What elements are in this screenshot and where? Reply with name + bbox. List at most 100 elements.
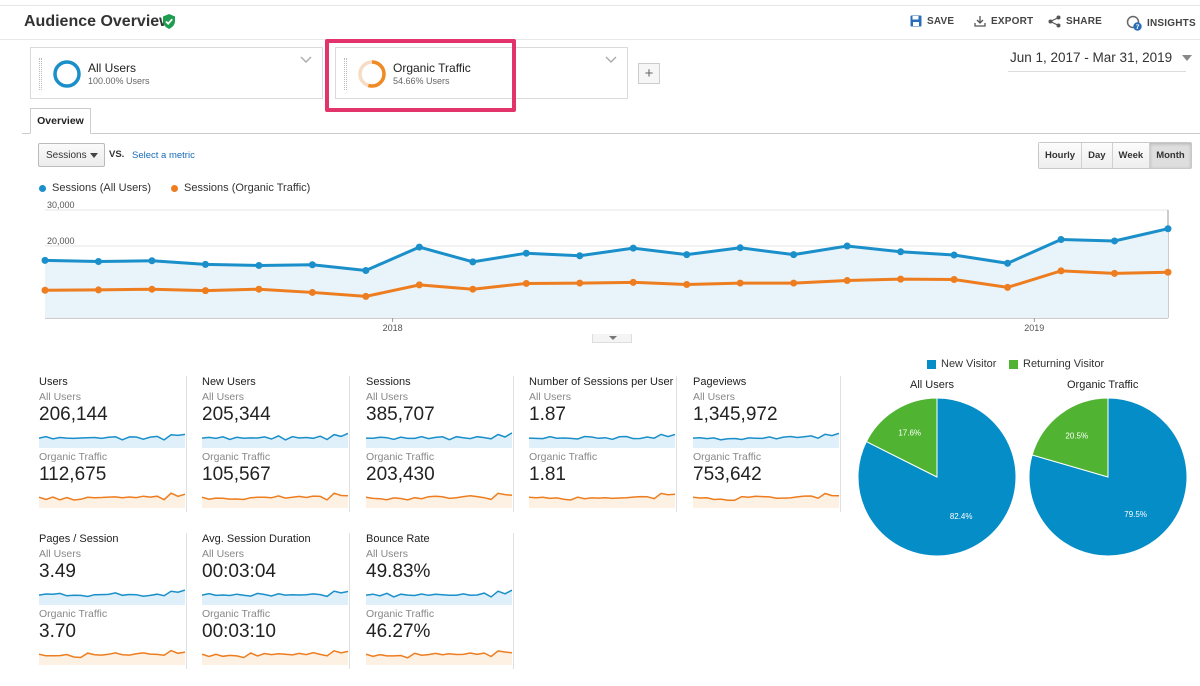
sparkline-organic [39,492,185,508]
metric-value-organic: 105,567 [202,464,271,485]
save-button[interactable]: SAVE [910,15,954,27]
sparkline-fill [39,650,185,665]
segment-label: All Users [366,391,409,403]
sparkline [202,432,348,441]
metric-value-organic: 753,642 [693,464,762,485]
drag-handle[interactable] [39,58,42,90]
metric-value-all-users: 00:03:04 [202,561,276,582]
metric-value-all-users: 3.49 [39,561,76,582]
data-point [683,281,691,289]
metric-tile[interactable]: Sessions All Users 385,707 Organic Traffic 2… [366,376,514,512]
sparkline-fill [366,650,512,665]
segment-all-users[interactable]: All Users 100.00% Users [30,47,323,99]
pie-title-organic: Organic Traffic [1067,379,1139,391]
drag-handle[interactable] [344,58,347,90]
sparkline-all-users [39,589,185,605]
segment-label: Organic Traffic [366,451,435,463]
data-point [148,285,156,293]
sparkline [39,492,185,501]
sparkline [366,589,512,598]
sparkline [39,649,185,659]
segment-label: Organic Traffic [529,451,598,463]
sparkline-all-users [366,432,512,448]
data-point [950,275,958,283]
metric-name: Number of Sessions per User [529,376,674,388]
sparkline [529,492,675,501]
granularity-day[interactable]: Day [1081,143,1112,168]
sparkline [693,432,839,441]
tab-overview[interactable]: Overview [30,108,91,134]
add-segment-button[interactable]: + [638,63,660,84]
data-point [1164,225,1172,233]
data-point [308,288,316,296]
data-point [1164,268,1172,276]
segment-label: All Users [529,391,572,403]
segment-label: Organic Traffic [39,451,108,463]
segment-label: All Users [202,548,245,560]
series-area-all-users [45,228,1168,318]
insights-button[interactable]: 7 INSIGHTS [1126,15,1196,31]
legend-item-all-users[interactable]: Sessions (All Users) [39,182,151,194]
export-label: EXPORT [991,15,1034,27]
series-line-organic [44,269,1169,298]
data-point [629,244,637,252]
data-point [415,243,423,251]
segment-label: All Users [366,548,409,560]
metric-tile[interactable]: Users All Users 206,144 Organic Traffic 112,… [39,376,187,512]
select-metric-link[interactable]: Select a metric [132,150,195,161]
metric-value-all-users: 385,707 [366,404,435,425]
segment-label: Organic Traffic [693,451,762,463]
data-point [790,251,798,259]
sparkline [202,590,348,598]
metric-tile[interactable]: Number of Sessions per User All Users 1.87… [529,376,677,512]
insights-label: INSIGHTS [1147,17,1196,29]
export-icon [974,16,986,27]
segment-organic-traffic[interactable]: Organic Traffic 54.66% Users [335,47,628,99]
data-point [41,286,49,294]
verified-check-icon [163,14,175,29]
data-point [201,287,209,295]
granularity-week[interactable]: Week [1111,143,1150,168]
date-range-underline [1008,71,1186,72]
data-point [576,252,584,260]
pie-legend-new-visitor[interactable]: New Visitor [927,358,996,370]
report-header: Audience Overview SAVE EXPORT SHARE 7 IN… [0,6,1200,40]
sparkline-all-users [202,590,348,605]
metric-select[interactable]: Sessions [38,143,105,167]
metric-value-all-users: 49.83% [366,561,431,582]
share-button[interactable]: SHARE [1048,15,1102,28]
metric-tile[interactable]: Avg. Session Duration All Users 00:03:04 Or… [202,533,350,669]
caret-down-icon [1181,55,1192,62]
metric-name: New Users [202,376,256,388]
granularity-hourly[interactable]: Hourly [1039,143,1082,168]
metric-name: Sessions [366,376,411,388]
pie-legend-returning-visitor[interactable]: Returning Visitor [1009,358,1104,370]
sparkline-fill [202,591,348,605]
sparkline-fill [202,493,348,508]
metric-tile[interactable]: Bounce Rate All Users 49.83% Organic Traffi… [366,533,514,669]
sparkline-fill [529,434,675,448]
export-button[interactable]: EXPORT [974,15,1033,27]
chevron-down-icon[interactable] [300,56,312,64]
sparkline [202,492,348,501]
legend-item-organic[interactable]: Sessions (Organic Traffic) [171,182,310,194]
data-point [41,256,49,264]
sparkline [529,433,675,441]
pie-label-returning: 17.6% [898,429,921,438]
metric-value-all-users: 205,344 [202,404,271,425]
granularity-month[interactable]: Month [1149,143,1191,168]
collapse-chart-toggle[interactable] [592,334,632,343]
sparkline-fill [366,493,512,508]
date-range-picker[interactable]: Jun 1, 2017 - Mar 31, 2019 [1010,50,1192,65]
chevron-down-icon[interactable] [605,56,617,64]
metric-tile[interactable]: Pageviews All Users 1,345,972 Organic Traff… [693,376,841,512]
pie-label-new: 79.5% [1124,510,1147,519]
data-point [362,292,370,300]
metric-value-organic: 00:03:10 [202,621,276,642]
data-point [843,277,851,285]
sparkline [366,492,512,501]
metric-tile[interactable]: Pages / Session All Users 3.49 Organic Traf… [39,533,187,669]
sparkline-all-users [39,433,185,448]
data-point [897,248,905,256]
metric-tile[interactable]: New Users All Users 205,344 Organic Traffic… [202,376,350,512]
